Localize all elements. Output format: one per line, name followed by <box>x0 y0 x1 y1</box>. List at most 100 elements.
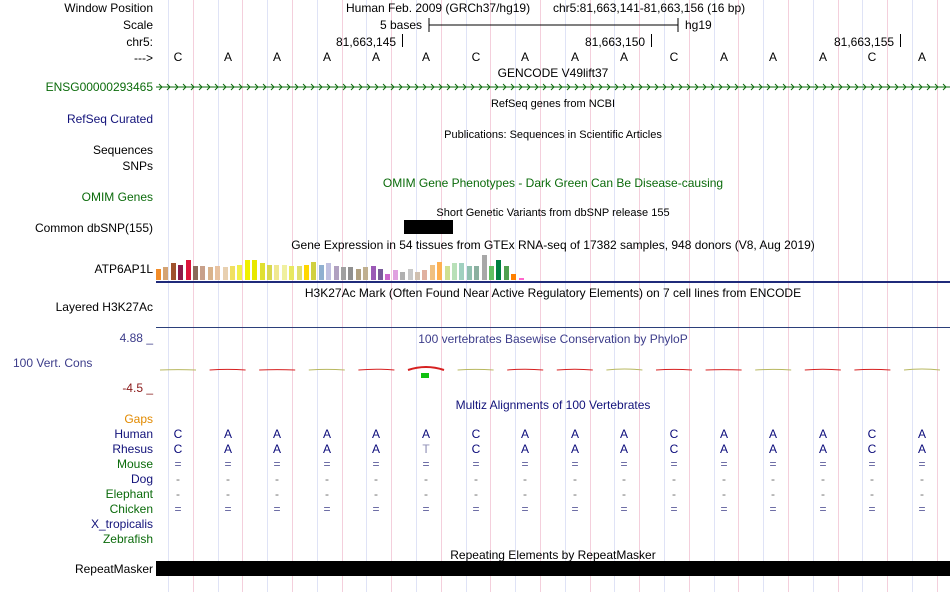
conservation-track-title: 100 vertebrates Basewise Conservation by… <box>418 332 688 346</box>
gtex-tissue-bar[interactable] <box>178 265 184 280</box>
gtex-tissue-bar[interactable] <box>444 266 450 280</box>
gtex-tissue-bar[interactable] <box>429 265 435 280</box>
publications-track-label[interactable]: Sequences <box>92 143 153 157</box>
gtex-tissue-bar[interactable] <box>185 260 191 280</box>
gtex-tissue-bar[interactable] <box>281 265 287 280</box>
gtex-gene-label[interactable]: ATP6AP1L <box>94 262 153 276</box>
phylop-signal[interactable] <box>156 355 950 385</box>
gtex-tissue-bar[interactable] <box>274 265 280 280</box>
gencode-gene-label[interactable]: ENSG00000293465 <box>45 80 153 94</box>
gtex-tissue-bar[interactable] <box>230 266 235 280</box>
dbsnp-track-label[interactable]: Common dbSNP(155) <box>34 221 153 235</box>
gtex-tissue-bar[interactable] <box>326 263 332 280</box>
species-label-x_tropicalis[interactable]: X_tropicalis <box>90 517 153 531</box>
phylop-base-score[interactable] <box>457 368 494 371</box>
gtex-tissue-bar[interactable] <box>289 266 295 280</box>
h3k27ac-track-label[interactable]: Layered H3K27Ac <box>55 300 153 314</box>
gtex-tissue-bar[interactable] <box>222 267 228 280</box>
alignment-base: = <box>174 457 182 471</box>
species-label-elephant[interactable]: Elephant <box>105 487 153 501</box>
gtex-tissue-bar[interactable] <box>252 260 258 280</box>
alignment-base: - <box>920 472 924 486</box>
alignment-base: - <box>424 487 428 501</box>
species-label-mouse[interactable]: Mouse <box>116 457 153 471</box>
gtex-tissue-bar[interactable] <box>407 269 413 280</box>
gtex-tissue-bar[interactable] <box>400 272 406 280</box>
gtex-tissue-bar[interactable] <box>200 266 206 280</box>
gtex-tissue-bar[interactable] <box>244 260 250 280</box>
gaps-track-label[interactable]: Gaps <box>124 412 153 426</box>
omim-track-label[interactable]: OMIM Genes <box>81 190 153 204</box>
alignment-base: C <box>471 427 481 441</box>
phylop-base-score[interactable] <box>507 368 544 371</box>
gtex-tissue-bar[interactable] <box>304 265 309 280</box>
gtex-tissue-bar[interactable] <box>503 266 509 280</box>
gtex-tissue-bar[interactable] <box>311 262 317 280</box>
gtex-tissue-bar[interactable] <box>370 266 376 280</box>
phylop-base-score[interactable] <box>804 368 841 371</box>
gtex-tissue-bar[interactable] <box>267 265 272 280</box>
gtex-tissue-bar[interactable] <box>341 267 346 280</box>
alignment-base: A <box>719 427 728 441</box>
gtex-tissue-bar[interactable] <box>392 270 398 280</box>
gtex-tissue-bar[interactable] <box>437 262 443 280</box>
sequence-base: A <box>768 50 777 64</box>
gtex-tissue-bar[interactable] <box>163 267 169 280</box>
species-label-rhesus[interactable]: Rhesus <box>112 442 153 456</box>
snps-track-label[interactable]: SNPs <box>122 159 153 173</box>
gtex-tissue-bar[interactable] <box>518 278 524 280</box>
gtex-tissue-bar[interactable] <box>333 266 339 280</box>
gtex-tissue-bar[interactable] <box>259 263 265 280</box>
gtex-tissue-bar[interactable] <box>466 266 472 280</box>
phylop-base-score[interactable] <box>209 368 246 371</box>
species-label-chicken[interactable]: Chicken <box>109 502 153 516</box>
gtex-tissue-bar[interactable] <box>355 269 361 280</box>
gtex-tissue-bar[interactable] <box>459 263 465 280</box>
gtex-tissue-bar[interactable] <box>215 266 221 280</box>
phylop-base-score[interactable] <box>308 368 345 371</box>
phylop-base-score[interactable] <box>755 368 792 371</box>
dbsnp-variant-feature[interactable] <box>404 220 453 234</box>
phylop-base-score[interactable] <box>358 368 395 371</box>
species-label-zebrafish[interactable]: Zebrafish <box>102 532 153 546</box>
phylop-highlight <box>421 373 429 378</box>
gtex-tissue-bar[interactable] <box>489 266 494 280</box>
alignment-base: A <box>421 427 430 441</box>
species-label-dog[interactable]: Dog <box>130 472 153 486</box>
repeatmasker-feature[interactable] <box>156 561 950 576</box>
phylop-base-score[interactable] <box>854 368 891 371</box>
gtex-tissue-bar[interactable] <box>496 260 502 280</box>
gtex-expression-bars[interactable] <box>156 250 536 280</box>
alignment-base: A <box>818 442 827 456</box>
gtex-tissue-bar[interactable] <box>415 272 420 280</box>
gtex-tissue-bar[interactable] <box>481 255 487 280</box>
gtex-tissue-bar[interactable] <box>348 267 354 280</box>
phylop-base-score[interactable] <box>556 368 593 371</box>
gtex-tissue-bar[interactable] <box>170 263 176 280</box>
phylop-base-score[interactable] <box>655 368 693 371</box>
species-label-human[interactable]: Human <box>114 427 153 441</box>
conservation-track-label[interactable]: 100 Vert. Cons <box>13 356 93 370</box>
gtex-tissue-bar[interactable] <box>237 265 243 280</box>
gencode-gene-feature[interactable] <box>156 80 950 94</box>
gtex-tissue-bar[interactable] <box>156 269 161 280</box>
gtex-tissue-bar[interactable] <box>363 267 369 280</box>
h3k27ac-top-line <box>156 281 950 283</box>
gtex-tissue-bar[interactable] <box>511 274 517 280</box>
gtex-tissue-bar[interactable] <box>193 266 198 280</box>
gtex-tissue-bar[interactable] <box>296 266 302 280</box>
phylop-base-score[interactable] <box>903 368 941 371</box>
gtex-tissue-bar[interactable] <box>452 263 457 280</box>
phylop-base-score[interactable] <box>407 366 445 371</box>
gtex-tissue-bar[interactable] <box>207 267 213 280</box>
repeatmasker-track-label[interactable]: RepeatMasker <box>74 562 153 576</box>
gtex-tissue-bar[interactable] <box>474 266 480 280</box>
gtex-tissue-bar[interactable] <box>422 270 428 280</box>
gtex-tissue-bar[interactable] <box>385 274 391 280</box>
gtex-tissue-bar[interactable] <box>378 269 383 280</box>
phylop-base-score[interactable] <box>606 368 643 371</box>
gtex-tissue-bar[interactable] <box>318 265 324 280</box>
refseq-track-label[interactable]: RefSeq Curated <box>66 112 153 126</box>
alignment-base: = <box>868 457 876 471</box>
